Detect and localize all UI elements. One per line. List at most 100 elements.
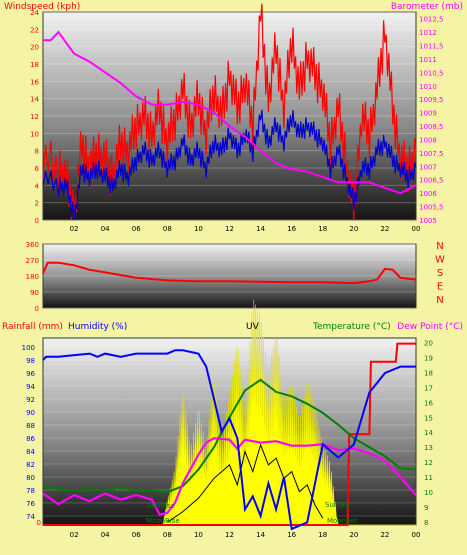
temperature-tick-label: 15 <box>424 414 433 422</box>
time-tick-label: 18 <box>318 531 327 539</box>
time-tick-label: 14 <box>256 225 265 233</box>
dewpoint-series <box>42 437 417 516</box>
compass-label: S <box>437 268 443 279</box>
barometer-tick-label: 1006 <box>419 190 437 198</box>
windspeed-tick-label: 18 <box>30 61 39 69</box>
barometer-tick-label: 1009 <box>419 110 437 118</box>
uv-axis-title: UV <box>246 322 260 332</box>
humidity-tick-label: 90 <box>26 409 35 417</box>
windspeed-tick-label: 16 <box>30 78 39 86</box>
sunrise-label: SunRise <box>147 502 175 510</box>
moonrise-label: MoonRise <box>146 517 180 525</box>
direction-tick-label: 180 <box>26 273 39 281</box>
direction-tick-label: 0 <box>35 305 39 313</box>
windspeed-tick-label: 8 <box>35 148 39 156</box>
windspeed-tick-label: 22 <box>30 26 39 34</box>
temperature-tick-label: 13 <box>424 444 433 452</box>
uv-area-series <box>43 299 416 526</box>
temperature-tick-label: 14 <box>424 429 433 437</box>
barometer-tick-label: 1005 <box>419 217 437 225</box>
time-tick-label: 08 <box>163 531 172 539</box>
windspeed-tick-label: 20 <box>30 44 39 52</box>
humidity-tick-label: 94 <box>26 383 35 391</box>
humidity-tick-label: 96 <box>26 370 35 378</box>
temperature-axis-title: Temperature (°C) <box>312 322 391 332</box>
temperature-tick-label: 19 <box>424 354 433 362</box>
dewpoint-axis-title: Dew Point (°C) <box>397 322 463 332</box>
compass-label: N <box>436 241 443 252</box>
barometer-tick-label: 1007,5 <box>419 150 444 158</box>
time-tick-label: 10 <box>194 531 203 539</box>
time-tick-label: 06 <box>132 225 141 233</box>
moonset-label: MoonSet <box>327 517 358 525</box>
time-tick-label: 12 <box>225 531 234 539</box>
wind-plot-area <box>42 11 417 221</box>
direction-tick-label: 270 <box>26 257 39 265</box>
humidity-tick-label: 98 <box>26 357 35 365</box>
wind-gust-series <box>42 3 417 221</box>
time-tick-label: 16 <box>287 225 296 233</box>
temperature-tick-label: 11 <box>424 474 433 482</box>
time-tick-label: 02 <box>70 531 79 539</box>
time-tick-label: 22 <box>380 531 389 539</box>
windspeed-axis-title: Windspeed (kph) <box>4 2 80 12</box>
windspeed-tick-label: 2 <box>35 200 39 208</box>
wind-direction-series <box>42 261 417 285</box>
windspeed-tick-label: 12 <box>30 113 39 121</box>
barometer-tick-label: 1006,5 <box>419 177 444 185</box>
time-tick-label: 00 <box>412 531 421 539</box>
time-tick-label: 06 <box>132 531 141 539</box>
humidity-series <box>42 349 416 531</box>
humidity-axis-title: Humidity (%) <box>68 322 127 332</box>
sunset-label: SunSet <box>325 501 350 509</box>
barometer-tick-label: 1005,5 <box>419 204 444 212</box>
time-tick-label: 10 <box>194 225 203 233</box>
windspeed-tick-label: 14 <box>30 96 39 104</box>
rain-zero-label: 0 <box>37 519 41 527</box>
windspeed-tick-label: 10 <box>30 130 39 138</box>
humidity-tick-label: 92 <box>26 396 35 404</box>
windspeed-tick-label: 4 <box>35 182 40 190</box>
humidity-tick-label: 76 <box>26 500 35 508</box>
barometer-tick-label: 1010,5 <box>419 69 444 77</box>
time-tick-label: 22 <box>380 225 389 233</box>
barometer-axis-title: Barometer (mb) <box>391 2 463 12</box>
windspeed-tick-label: 6 <box>35 165 40 173</box>
time-tick-label: 16 <box>287 531 296 539</box>
wind-average-series <box>42 109 417 221</box>
time-tick-label: 04 <box>101 225 110 233</box>
time-tick-label: 12 <box>225 225 234 233</box>
solar-series <box>167 443 324 523</box>
barometer-tick-label: 1012 <box>419 29 437 37</box>
temperature-tick-label: 9 <box>424 504 428 512</box>
humidity-tick-label: 88 <box>26 422 35 430</box>
rainfall-series <box>43 342 416 526</box>
humidity-tick-label: 82 <box>26 461 35 469</box>
windspeed-tick-label: 24 <box>30 9 39 17</box>
time-tick-label: 02 <box>70 225 79 233</box>
barometer-tick-label: 1012,5 <box>419 16 444 24</box>
windspeed-tick-label: 0 <box>35 217 39 225</box>
temperature-tick-label: 12 <box>424 459 433 467</box>
humidity-tick-label: 74 <box>26 513 35 521</box>
compass-label: N <box>436 295 443 306</box>
barometer-tick-label: 1008,5 <box>419 123 444 131</box>
time-tick-label: 04 <box>101 531 110 539</box>
direction-tick-label: 90 <box>30 289 39 297</box>
compass-label: W <box>435 255 445 266</box>
humidity-tick-label: 84 <box>26 448 35 456</box>
barometer-tick-label: 1007 <box>419 163 437 171</box>
time-tick-label: 14 <box>256 531 265 539</box>
temperature-tick-label: 8 <box>424 519 428 527</box>
temperature-tick-label: 20 <box>424 339 433 347</box>
temperature-tick-label: 18 <box>424 369 433 377</box>
humidity-tick-label: 86 <box>26 435 35 443</box>
barometer-tick-label: 1008 <box>419 136 437 144</box>
compass-label: E <box>437 282 443 293</box>
barometer-series <box>43 30 417 195</box>
barometer-tick-label: 1011,5 <box>419 43 444 51</box>
humidity-tick-label: 100 <box>22 344 35 352</box>
time-tick-label: 20 <box>349 531 358 539</box>
barometer-tick-label: 1010 <box>419 83 437 91</box>
